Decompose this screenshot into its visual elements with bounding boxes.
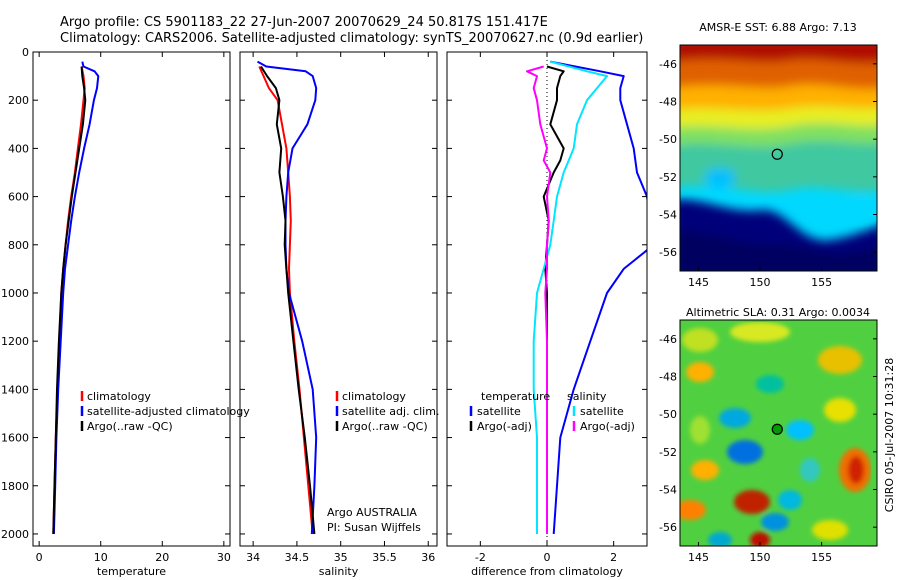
difference-legend-heading-salinity: salinity — [567, 390, 607, 403]
difference-xtick-label: 2 — [610, 551, 617, 564]
difference-series-group — [526, 60, 647, 535]
temperature-ytick-label: 400 — [8, 142, 29, 155]
temperature-series-group — [52, 61, 100, 535]
difference-legend-heading-temperature: temperature — [481, 390, 550, 403]
sla_map-xtick-label: 155 — [811, 551, 832, 564]
sla_map-ytick-label: -56 — [659, 521, 677, 534]
difference-legend-label: Argo(-adj) — [580, 420, 635, 433]
sst_map-ytick-label: -54 — [659, 209, 677, 222]
temperature-ytick-label: 1800 — [1, 480, 29, 493]
temperature-ytick-label: 2000 — [1, 528, 29, 541]
temperature-ytick-label: 1400 — [1, 383, 29, 396]
salinity-legend-label: Argo(..raw -QC) — [342, 420, 428, 433]
temperature-ytick-label: 0 — [22, 46, 29, 59]
salinity-xtick-label: 36 — [421, 551, 435, 564]
difference-xtick-label: -2 — [475, 551, 486, 564]
salinity-series-1 — [257, 60, 318, 535]
temperature-xtick-label: 0 — [36, 551, 43, 564]
sla_map-ytick-label: -50 — [659, 408, 677, 421]
salinity-legend-label: climatology — [342, 390, 406, 403]
temperature-legend-label: climatology — [87, 390, 151, 403]
difference-legend-label: Argo(-adj) — [477, 420, 532, 433]
temperature-ytick-label: 1000 — [1, 287, 29, 300]
float-program-label: Argo AUSTRALIA — [327, 506, 417, 519]
temperature-ytick-label: 600 — [8, 191, 29, 204]
sst_map-xtick-label: 150 — [750, 276, 771, 289]
difference-legend-label: satellite — [580, 405, 624, 418]
sst-map-field — [680, 45, 877, 271]
salinity-series-0 — [258, 66, 314, 535]
sla_map-ytick-label: -48 — [659, 371, 677, 384]
difference-xtick-label: 0 — [544, 551, 551, 564]
difference-legend-label: satellite — [477, 405, 521, 418]
sst-map-panel: AMSR-E SST: 6.88 Argo: 7.13 145 150 155 -46… — [659, 21, 878, 289]
salinity-legend-label: satellite adj. clim. — [342, 405, 439, 418]
title-line-1: Argo profile: CS 5901183_22 27-Jun-2007 … — [60, 15, 548, 30]
temperature-frame — [32, 51, 231, 547]
sla-map-panel: Altimetric SLA: 0.31 Argo: 0.0034 — [659, 306, 878, 564]
sst_map-ytick-label: -46 — [659, 58, 677, 71]
temperature-ytick-label: 800 — [8, 239, 29, 252]
credit-stamp: CSIRO 05-Jul-2007 10:31:28 — [883, 358, 896, 512]
sst_map-ytick-label: -52 — [659, 171, 677, 184]
sla_map-ytick-label: -52 — [659, 446, 677, 459]
sst_map-xtick-label: 155 — [811, 276, 832, 289]
sla_map-ytick-label: -46 — [659, 333, 677, 346]
temperature-legend-label: satellite-adjusted climatology — [87, 405, 250, 418]
temperature-ytick-label: 1600 — [1, 432, 29, 445]
temperature-panel: 0 10 20 30 0 200 400 600 800 1000 1200 1400 1600 1800… — [1, 46, 250, 578]
sst_map-ytick-label: -56 — [659, 246, 677, 259]
sst_map-ytick-label: -50 — [659, 133, 677, 146]
difference-xlabel: difference from climatology — [471, 565, 623, 578]
temperature-xtick-label: 30 — [217, 551, 231, 564]
temperature-legend-label: Argo(..raw -QC) — [87, 420, 173, 433]
salinity-series-group — [257, 60, 318, 535]
difference-series-0 — [550, 60, 647, 535]
sst_map-ytick-label: -48 — [659, 96, 677, 109]
salinity-frame — [239, 51, 438, 547]
salinity-xtick-label: 34 — [246, 551, 260, 564]
sst-map-float-marker — [771, 148, 783, 160]
salinity-xtick-label: 34.5 — [285, 551, 310, 564]
sst_map-xtick-label: 145 — [688, 276, 709, 289]
temperature-xtick-label: 10 — [94, 551, 108, 564]
temperature-series-1 — [52, 61, 100, 535]
salinity-panel: 34 34.5 35 35.5 36 salinity climatology satelli… — [239, 51, 439, 578]
salinity-xtick-label: 35 — [334, 551, 348, 564]
sla_map-ytick-label: -54 — [659, 484, 677, 497]
difference-series-2 — [532, 60, 608, 534]
title-line-2: Climatology: CARS2006. Satellite-adjuste… — [60, 31, 643, 46]
temperature-xtick-label: 20 — [155, 551, 169, 564]
sla-map-title: Altimetric SLA: 0.31 Argo: 0.0034 — [686, 306, 870, 319]
sst-map-title: AMSR-E SST: 6.88 Argo: 7.13 — [699, 21, 857, 34]
temperature-ytick-label: 1200 — [1, 335, 29, 348]
temperature-series-2 — [52, 66, 87, 535]
sla-map-field — [680, 322, 871, 546]
sla_map-xtick-label: 145 — [688, 551, 709, 564]
salinity-xtick-label: 35.5 — [372, 551, 397, 564]
salinity-series-2 — [260, 65, 316, 535]
salinity-xlabel: salinity — [319, 565, 359, 578]
temperature-xlabel: temperature — [97, 565, 166, 578]
float-pi-label: PI: Susan Wijffels — [327, 521, 421, 534]
temperature-series-0 — [52, 66, 86, 535]
sla-map-float-marker — [771, 423, 783, 435]
temperature-ytick-label: 200 — [8, 94, 29, 107]
sla_map-xtick-label: 150 — [750, 551, 771, 564]
difference-series-3 — [526, 65, 552, 534]
